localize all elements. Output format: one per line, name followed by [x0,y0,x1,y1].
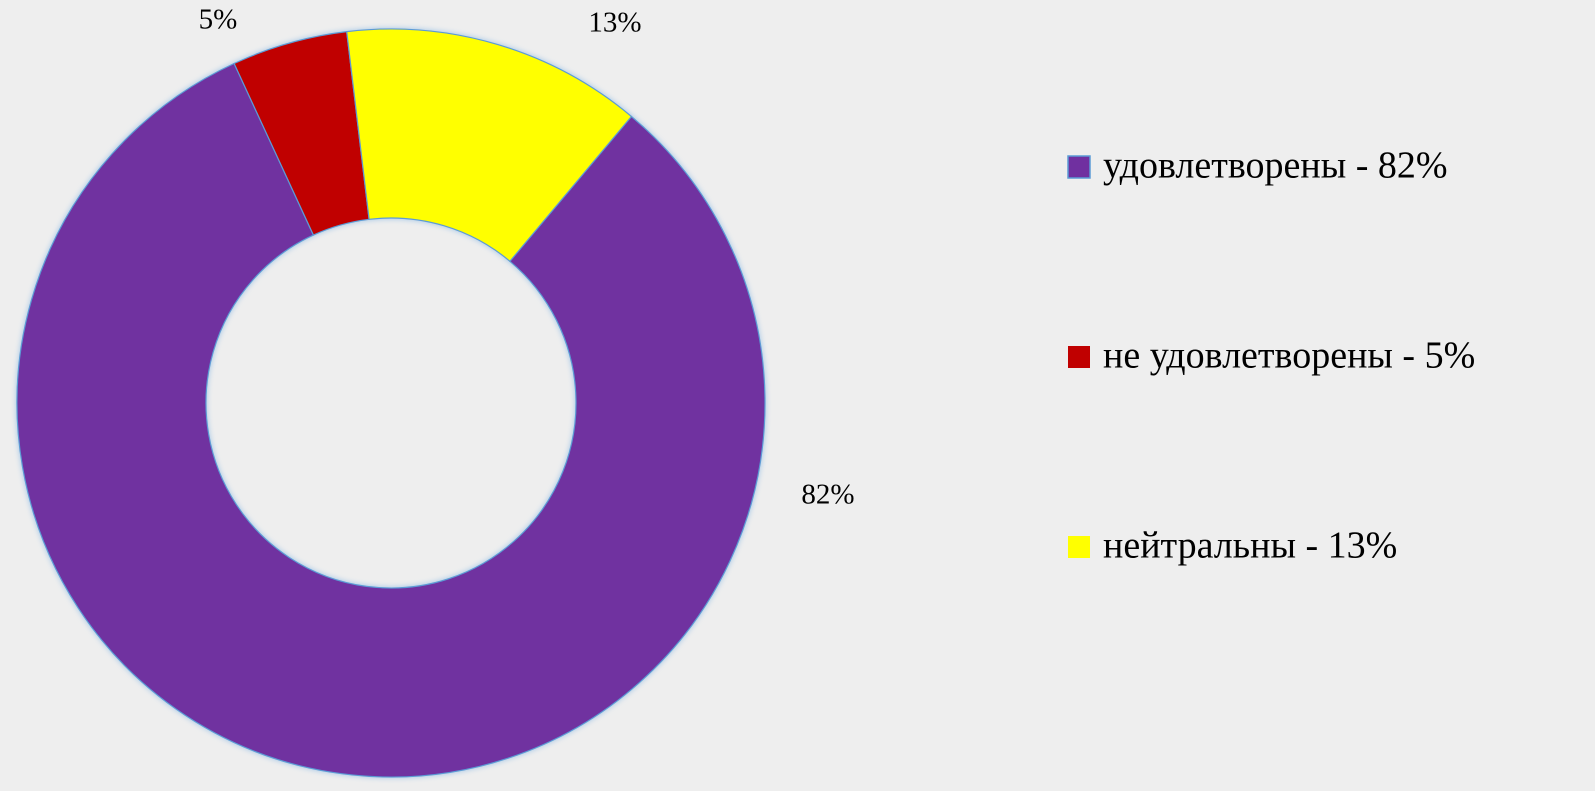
data-label: 5% [199,4,238,36]
donut-segment [16,62,766,778]
legend-label: нейтральны - 13% [1103,525,1397,567]
legend-label: удовлетворены - 82% [1103,145,1448,187]
donut-segment [346,28,633,263]
legend-swatch [1068,536,1090,558]
donut [16,28,766,778]
data-label: 82% [801,479,854,511]
legend-swatch [1068,346,1090,368]
legend-label: не удовлетворены - 5% [1103,335,1475,377]
legend-swatch [1067,155,1091,179]
data-label: 13% [588,7,641,39]
